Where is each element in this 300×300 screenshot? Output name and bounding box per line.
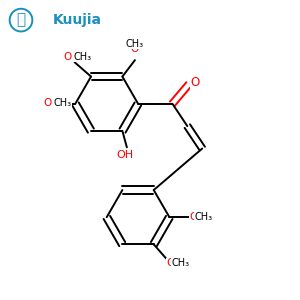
- Text: O: O: [63, 52, 72, 62]
- Text: O: O: [191, 76, 200, 89]
- Text: O: O: [43, 98, 52, 108]
- Text: OH: OH: [117, 150, 134, 160]
- Text: CH₃: CH₃: [73, 52, 91, 62]
- Text: O: O: [167, 258, 175, 268]
- Text: CH₃: CH₃: [194, 212, 212, 222]
- Text: Ⓚ: Ⓚ: [16, 13, 26, 28]
- Text: CH₃: CH₃: [53, 98, 71, 108]
- Text: Kuujia: Kuujia: [53, 13, 102, 27]
- Text: O: O: [189, 212, 198, 222]
- Text: O: O: [131, 44, 139, 54]
- Text: CH₃: CH₃: [172, 258, 190, 268]
- Text: CH₃: CH₃: [126, 39, 144, 49]
